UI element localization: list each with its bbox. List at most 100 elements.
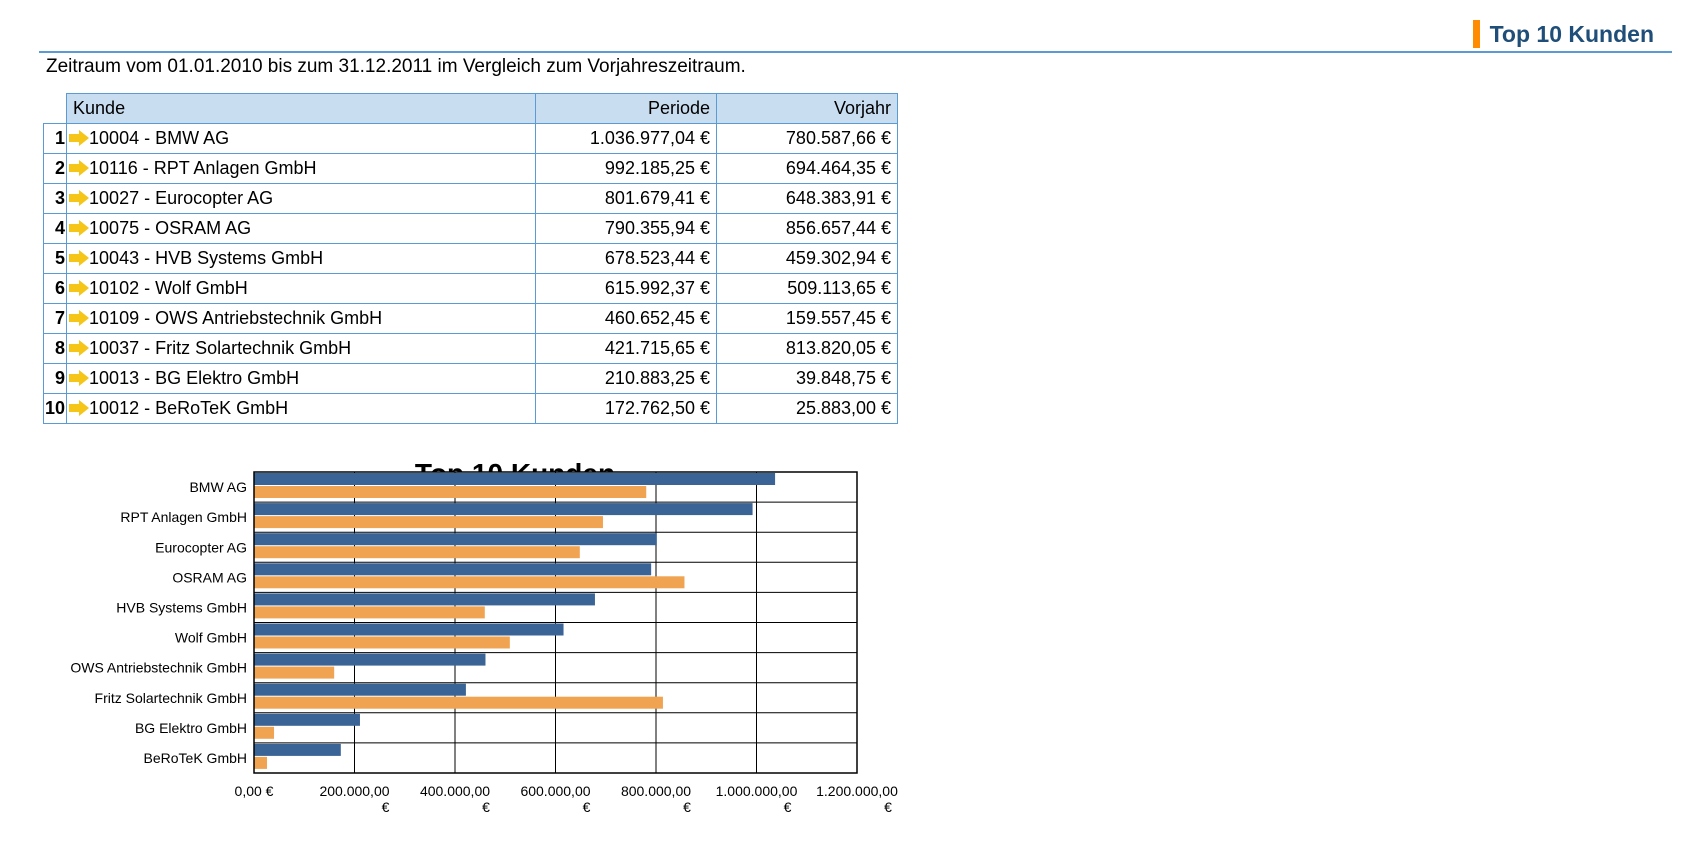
vorjahr-cell: 509.113,65 € — [716, 273, 899, 304]
table-row: 5 10043 - HVB Systems GmbH 678.523,44 €459… — [42, 243, 899, 274]
vorjahr-cell: 780.587,66 € — [716, 123, 899, 154]
table-body: 1 10004 - BMW AG 1.036.977,04 €780.587,66 … — [42, 123, 899, 424]
period-description: Zeitraum vom 01.01.2010 bis zum 31.12.20… — [46, 56, 746, 77]
customer-name: 10075 - OSRAM AG — [89, 218, 252, 238]
customer-name: 10109 - OWS Antriebstechnik GmbH — [89, 308, 383, 328]
periode-cell: 421.715,65 € — [535, 333, 718, 364]
category-label: Wolf GmbH — [175, 630, 247, 646]
x-tick-unit: € — [482, 799, 490, 815]
customer-cell[interactable]: 10102 - Wolf GmbH — [66, 273, 537, 304]
periode-cell: 460.652,45 € — [535, 303, 718, 334]
customer-name: 10037 - Fritz Solartechnik GmbH — [89, 338, 352, 358]
plot-border — [253, 471, 858, 774]
x-tick-label: 1.200.000,00 — [816, 783, 898, 799]
customer-name: 10102 - Wolf GmbH — [89, 278, 248, 298]
bar-periode — [254, 533, 657, 546]
periode-cell: 992.185,25 € — [535, 153, 718, 184]
category-label: Fritz Solartechnik GmbH — [95, 690, 247, 706]
bar-vorjahr — [254, 546, 580, 559]
category-label: BMW AG — [189, 479, 247, 495]
customer-cell[interactable]: 10075 - OSRAM AG — [66, 213, 537, 244]
column-header-kunde: Kunde — [66, 93, 537, 124]
rank-cell: 4 — [42, 213, 68, 244]
table-row: 10 10012 - BeRoTeK GmbH 172.762,50 €25.883… — [42, 393, 899, 424]
report-title: Top 10 Kunden — [1489, 20, 1654, 47]
vorjahr-cell: 648.383,91 € — [716, 183, 899, 214]
rank-cell: 1 — [42, 123, 68, 154]
vorjahr-cell: 25.883,00 € — [716, 393, 899, 424]
x-tick-label: 600.000,00 — [520, 783, 590, 799]
table-row: 8 10037 - Fritz Solartechnik GmbH 421.715,… — [42, 333, 899, 364]
category-label: OWS Antriebstechnik GmbH — [70, 660, 247, 676]
header-accent-bar — [1472, 20, 1480, 48]
bar-periode — [254, 623, 564, 636]
customer-name: 10116 - RPT Anlagen GmbH — [89, 158, 317, 178]
x-tick-unit: € — [583, 799, 591, 815]
bar-vorjahr — [254, 696, 663, 709]
table-row: 2 10116 - RPT Anlagen GmbH 992.185,25 €694… — [42, 153, 899, 184]
customer-cell[interactable]: 10004 - BMW AG — [66, 123, 537, 154]
x-tick-label: 0,00 € — [235, 783, 274, 799]
bar-vorjahr — [254, 576, 685, 589]
vorjahr-cell: 856.657,44 € — [716, 213, 899, 244]
bar-periode — [254, 473, 776, 485]
table-row: 3 10027 - Eurocopter AG 801.679,41 €648.38… — [42, 183, 899, 214]
x-tick-unit: € — [382, 799, 390, 815]
category-label: OSRAM AG — [172, 569, 247, 585]
rank-cell: 5 — [42, 243, 68, 274]
bar-vorjahr — [254, 606, 485, 619]
bar-vorjahr — [254, 516, 603, 529]
arrow-right-icon — [69, 250, 90, 266]
table-row: 6 10102 - Wolf GmbH 615.992,37 €509.113,65… — [42, 273, 899, 304]
arrow-right-icon — [69, 220, 90, 236]
periode-cell: 210.883,25 € — [535, 363, 718, 394]
x-tick-label: 400.000,00 — [420, 783, 490, 799]
periode-cell: 615.992,37 € — [535, 273, 718, 304]
vorjahr-cell: 159.557,45 € — [716, 303, 899, 334]
x-tick-unit: € — [884, 799, 892, 815]
category-label: BeRoTeK GmbH — [144, 750, 247, 766]
rank-cell: 9 — [42, 363, 68, 394]
periode-cell: 790.355,94 € — [535, 213, 718, 244]
arrow-right-icon — [69, 370, 90, 386]
customer-cell[interactable]: 10116 - RPT Anlagen GmbH — [66, 153, 537, 184]
x-tick-label: 800.000,00 — [621, 783, 691, 799]
table-header-row: Kunde Periode Vorjahr — [43, 93, 899, 124]
category-label: RPT Anlagen GmbH — [120, 509, 247, 525]
bar-vorjahr — [254, 666, 335, 679]
column-header-periode: Periode — [535, 93, 718, 124]
bar-vorjahr — [254, 726, 275, 739]
arrow-right-icon — [69, 400, 90, 416]
customer-name: 10012 - BeRoTeK GmbH — [89, 398, 289, 418]
bar-periode — [254, 653, 486, 666]
customer-cell[interactable]: 10037 - Fritz Solartechnik GmbH — [66, 333, 537, 364]
customer-name: 10027 - Eurocopter AG — [89, 188, 274, 208]
customer-name: 10043 - HVB Systems GmbH — [89, 248, 324, 268]
category-label: HVB Systems GmbH — [116, 599, 247, 615]
bar-periode — [254, 503, 753, 516]
rank-cell: 7 — [42, 303, 68, 334]
bar-vorjahr — [254, 756, 268, 769]
periode-cell: 172.762,50 € — [535, 393, 718, 424]
customer-name: 10013 - BG Elektro GmbH — [89, 368, 300, 388]
arrow-right-icon — [69, 280, 90, 296]
bar-periode — [254, 563, 652, 576]
periode-cell: 678.523,44 € — [535, 243, 718, 274]
arrow-right-icon — [69, 130, 90, 146]
customer-cell[interactable]: 10012 - BeRoTeK GmbH — [66, 393, 537, 424]
x-tick-label: 200.000,00 — [319, 783, 389, 799]
customer-cell[interactable]: 10043 - HVB Systems GmbH — [66, 243, 537, 274]
bar-periode — [254, 593, 595, 606]
rank-cell: 10 — [42, 393, 68, 424]
table-row: 4 10075 - OSRAM AG 790.355,94 €856.657,44 … — [42, 213, 899, 244]
report-header: Top 10 Kunden — [1472, 20, 1654, 48]
arrow-right-icon — [69, 160, 90, 176]
bar-periode — [254, 743, 341, 756]
bar-vorjahr — [254, 486, 647, 498]
top-customers-table: Kunde Periode Vorjahr 1 10004 - BMW AG 1.0… — [42, 93, 899, 424]
rank-header — [43, 93, 67, 124]
x-tick-unit: € — [683, 799, 691, 815]
bar-periode — [254, 713, 360, 726]
category-label: BG Elektro GmbH — [135, 720, 247, 736]
